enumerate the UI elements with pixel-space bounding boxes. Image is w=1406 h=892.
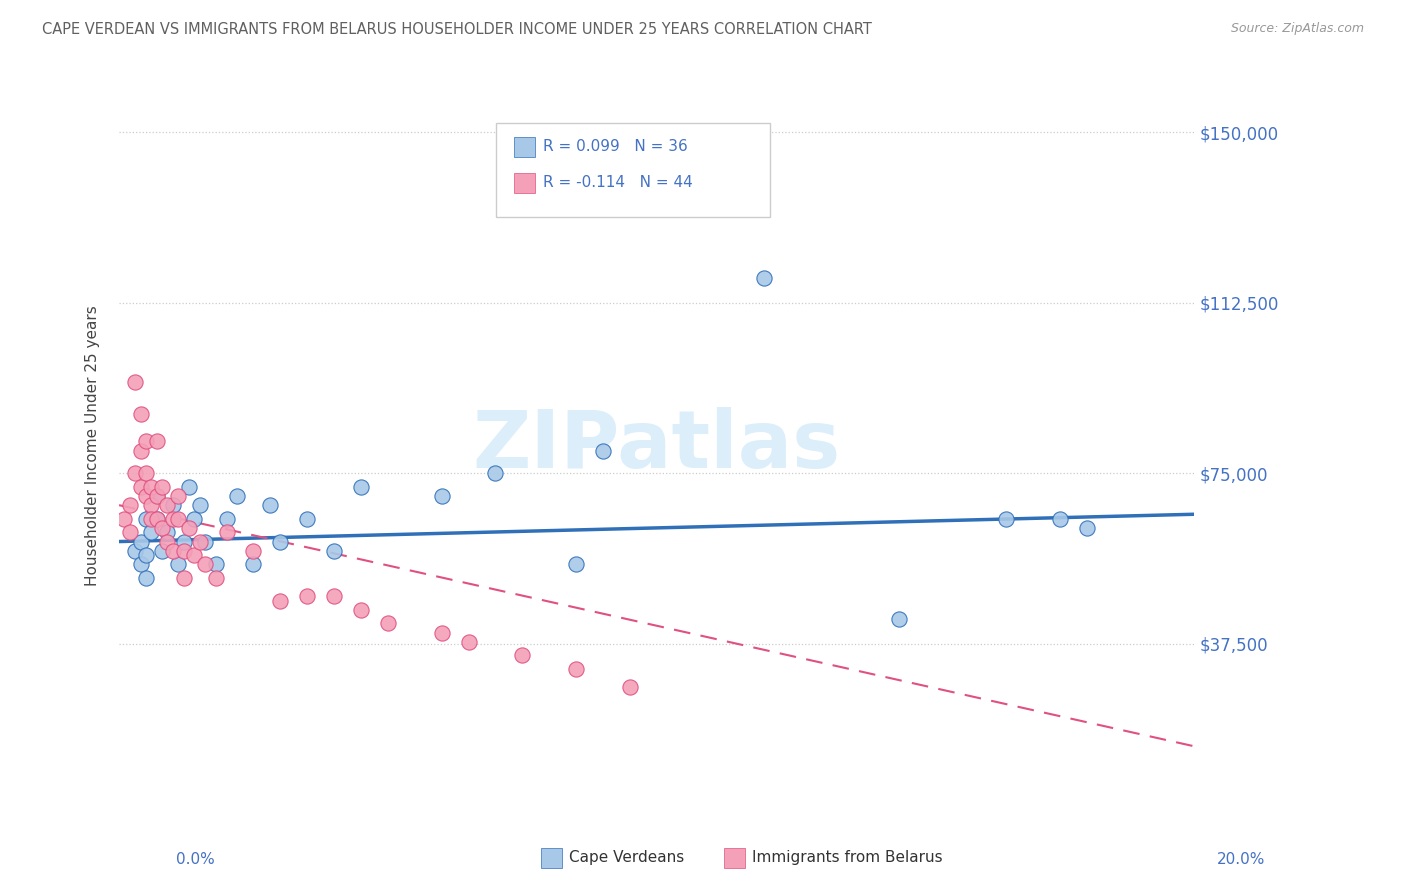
Point	[205, 558, 228, 572]
Point	[754, 270, 776, 285]
Point	[145, 489, 167, 503]
Point	[565, 662, 588, 676]
Text: Immigrants from Belarus: Immigrants from Belarus	[752, 850, 943, 864]
Point	[565, 558, 588, 572]
Point	[167, 512, 190, 526]
Point	[167, 489, 190, 503]
Point	[215, 525, 238, 540]
Point	[129, 558, 152, 572]
Point	[205, 571, 228, 585]
Point	[619, 680, 641, 694]
Point	[183, 548, 205, 562]
Point	[173, 543, 195, 558]
Text: R = 0.099   N = 36: R = 0.099 N = 36	[543, 139, 688, 154]
Point	[1049, 512, 1071, 526]
Point	[162, 512, 184, 526]
Text: ZIPatlas: ZIPatlas	[472, 407, 841, 485]
Point	[145, 512, 167, 526]
Point	[183, 512, 205, 526]
Point	[145, 489, 167, 503]
Text: 0.0%: 0.0%	[176, 852, 215, 867]
Point	[995, 512, 1018, 526]
Point	[323, 543, 346, 558]
Point	[269, 534, 291, 549]
Text: Source: ZipAtlas.com: Source: ZipAtlas.com	[1230, 22, 1364, 36]
Point	[162, 498, 184, 512]
Point	[135, 571, 157, 585]
Point	[150, 543, 173, 558]
Point	[177, 521, 200, 535]
Point	[350, 603, 373, 617]
Text: R = -0.114   N = 44: R = -0.114 N = 44	[543, 175, 693, 190]
Point	[592, 443, 614, 458]
Point	[156, 498, 179, 512]
Point	[145, 512, 167, 526]
Point	[141, 512, 163, 526]
Point	[350, 480, 373, 494]
Point	[135, 489, 157, 503]
Text: Cape Verdeans: Cape Verdeans	[569, 850, 685, 864]
Point	[150, 480, 173, 494]
Point	[135, 434, 157, 449]
Point	[173, 571, 195, 585]
Point	[430, 489, 453, 503]
Point	[177, 480, 200, 494]
Point	[242, 558, 264, 572]
Text: CAPE VERDEAN VS IMMIGRANTS FROM BELARUS HOUSEHOLDER INCOME UNDER 25 YEARS CORREL: CAPE VERDEAN VS IMMIGRANTS FROM BELARUS …	[42, 22, 872, 37]
Point	[162, 543, 184, 558]
Point	[188, 498, 211, 512]
Point	[124, 467, 146, 481]
Point	[129, 534, 152, 549]
Point	[129, 407, 152, 421]
Text: 20.0%: 20.0%	[1218, 852, 1265, 867]
Point	[167, 558, 190, 572]
Point	[510, 648, 533, 663]
Point	[141, 480, 163, 494]
Point	[150, 521, 173, 535]
Point	[484, 467, 506, 481]
Point	[259, 498, 281, 512]
Point	[135, 512, 157, 526]
Point	[194, 558, 217, 572]
Point	[887, 612, 910, 626]
Point	[129, 443, 152, 458]
Point	[269, 593, 291, 607]
Point	[141, 525, 163, 540]
Point	[323, 589, 346, 603]
Point	[173, 534, 195, 549]
Point	[156, 534, 179, 549]
Point	[242, 543, 264, 558]
Point	[377, 616, 399, 631]
Point	[297, 589, 319, 603]
Point	[124, 376, 146, 390]
Point	[124, 543, 146, 558]
Point	[141, 498, 163, 512]
Point	[129, 480, 152, 494]
Point	[1076, 521, 1098, 535]
Point	[194, 534, 217, 549]
Y-axis label: Householder Income Under 25 years: Householder Income Under 25 years	[86, 306, 100, 586]
Point	[226, 489, 249, 503]
Point	[135, 467, 157, 481]
Point	[297, 512, 319, 526]
Point	[457, 634, 479, 648]
Point	[135, 548, 157, 562]
Point	[156, 525, 179, 540]
Point	[112, 512, 135, 526]
Point	[215, 512, 238, 526]
Point	[430, 625, 453, 640]
Point	[118, 498, 141, 512]
Point	[188, 534, 211, 549]
Point	[118, 525, 141, 540]
Point	[145, 434, 167, 449]
